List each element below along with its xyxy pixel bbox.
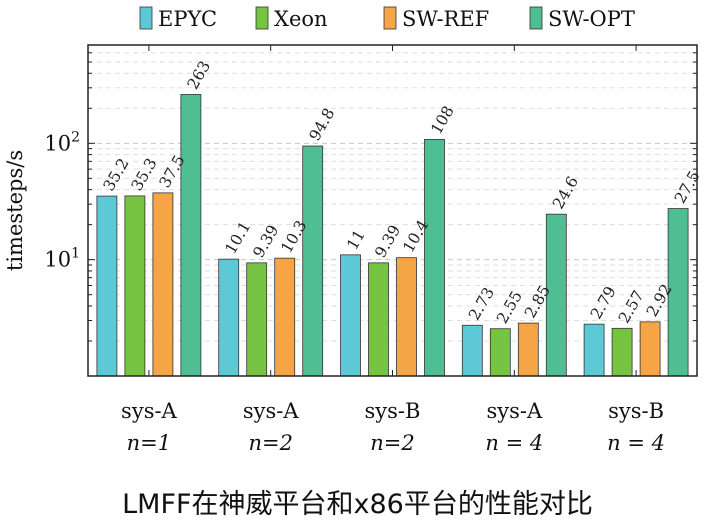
figure-caption: LMFF在神威平台和x86平台的性能对比	[122, 489, 593, 520]
bar-xeon-4	[489, 328, 511, 377]
bar-xeon-5	[611, 327, 633, 377]
bar-epyc-5	[583, 323, 605, 377]
y-tick-exponent: 2	[71, 129, 80, 145]
legend-swatch-sw-ref	[383, 6, 397, 30]
legend-label: EPYC	[158, 7, 217, 31]
x-category-label: sys-B	[608, 399, 664, 423]
bar-xeon-3	[368, 262, 389, 377]
plot-frame	[87, 44, 698, 377]
legend-label: Xeon	[274, 7, 328, 31]
x-category-sublabel: n=1	[127, 431, 171, 455]
bar-sw-opt-2	[302, 145, 324, 377]
bar-sw-ref-5	[639, 321, 661, 377]
bar-sw-ref-2	[274, 257, 296, 377]
x-category-label: sys-B	[365, 399, 421, 423]
x-category-sublabel: n=2	[370, 431, 414, 455]
x-category-label: sys-A	[243, 399, 300, 423]
x-category-label: sys-A	[486, 399, 543, 423]
bars-group	[96, 94, 689, 377]
bar-value-label: 9.39	[250, 222, 283, 261]
bar-epyc-4	[461, 324, 483, 377]
legend-swatch-xeon	[255, 6, 269, 30]
y-tick-exponent: 1	[71, 246, 80, 262]
bar-value-label: 11	[343, 227, 368, 253]
bar-epyc-1	[96, 195, 118, 377]
bar-sw-ref-1	[152, 192, 174, 377]
legend: EPYC Xeon SW-REF SW-OPT	[139, 6, 635, 31]
y-tick-base: 10	[44, 131, 71, 155]
x-axis-ticks: sys-A n=1 sys-A n=2 sys-B n=2 sys-A n = 4 sys-B n…	[121, 45, 665, 455]
legend-swatch-epyc	[139, 6, 153, 30]
bar-sw-opt-1	[180, 94, 202, 377]
bar-value-label: 9.39	[371, 222, 404, 261]
y-axis-label: timesteps/s	[3, 150, 27, 271]
bar-epyc-2	[218, 258, 240, 377]
y-tick-label: 102	[44, 129, 80, 155]
bar-xeon-2	[246, 262, 268, 377]
grid-lines	[88, 44, 697, 377]
bar-sw-opt-3	[424, 139, 445, 377]
x-category-label: sys-A	[121, 399, 178, 423]
bar-value-label: 2.57	[615, 287, 648, 326]
y-tick-base: 10	[44, 248, 71, 272]
y-tick-label: 101	[44, 246, 80, 272]
bar-sw-ref-4	[517, 322, 539, 377]
chart: EPYC Xeon SW-REF SW-OPT 35.235.337.526310.1…	[3, 6, 704, 455]
bar-value-label: 27.5	[671, 168, 704, 207]
bar-epyc-3	[340, 254, 361, 377]
x-category-sublabel: n=2	[248, 431, 292, 455]
bar-sw-ref-3	[396, 257, 417, 377]
bar-value-label: 94.8	[306, 105, 339, 144]
legend-swatch-sw-opt	[529, 6, 543, 30]
legend-label: SW-OPT	[548, 7, 635, 31]
x-category-sublabel: n = 4	[607, 431, 665, 455]
bar-value-label: 263	[184, 58, 214, 93]
bar-value-label: 24.6	[549, 173, 582, 212]
legend-label: SW-REF	[402, 7, 489, 31]
x-category-sublabel: n = 4	[485, 431, 543, 455]
bar-xeon-1	[124, 195, 146, 377]
